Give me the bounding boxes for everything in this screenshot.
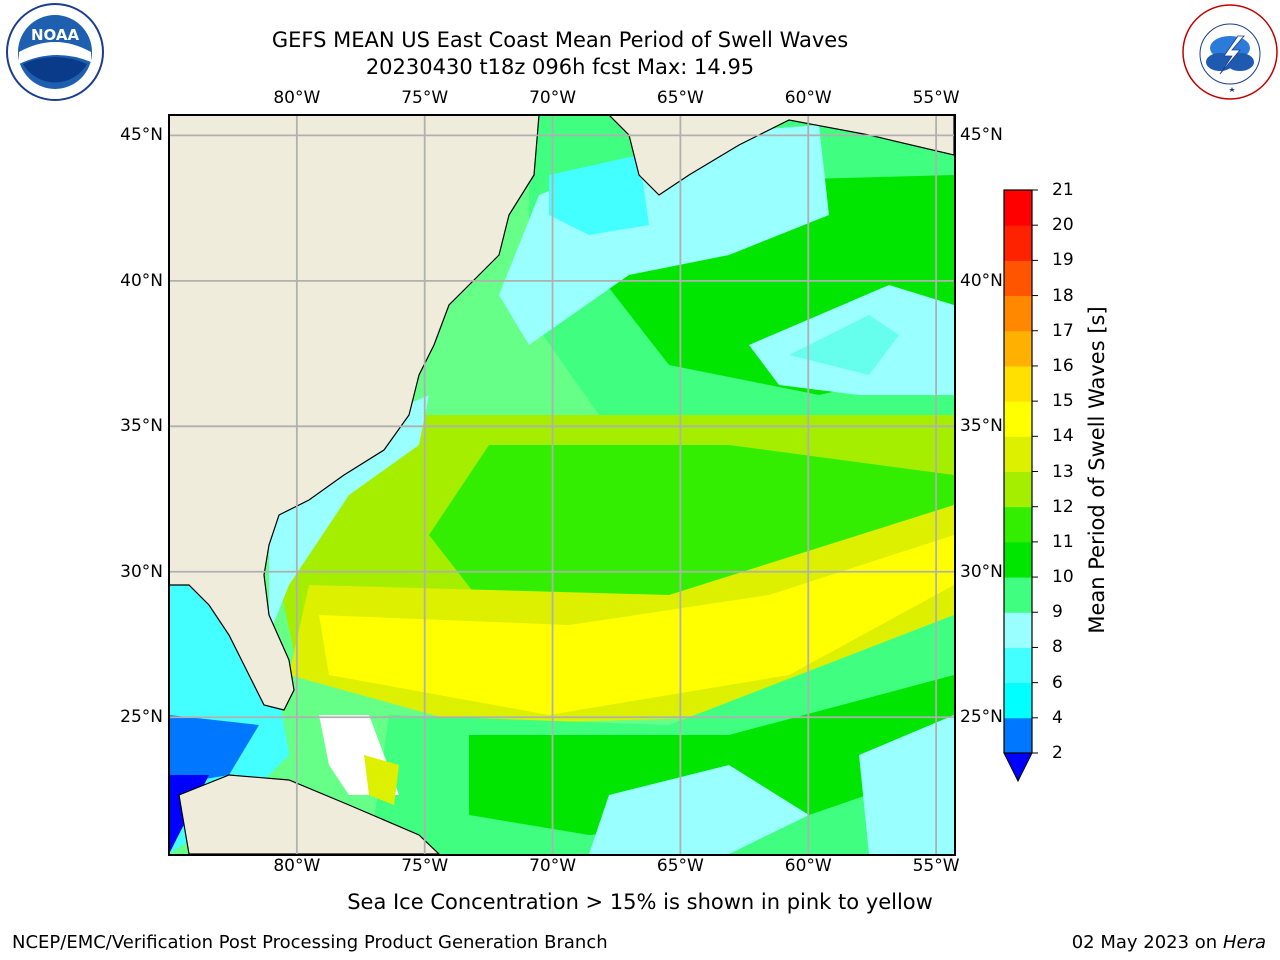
- credit-date: 02 May 2023 on Hera: [1072, 932, 1266, 953]
- colorbar-tick-label: 9: [1052, 602, 1063, 623]
- colorbar-tick-label: 10: [1052, 567, 1074, 588]
- colorbar: [1003, 189, 1038, 783]
- svg-text:NOAA: NOAA: [31, 26, 80, 44]
- colorbar-band: [1004, 260, 1032, 297]
- colorbar-band: [1004, 365, 1032, 402]
- colorbar-band: [1004, 717, 1032, 754]
- colorbar-band: [1004, 401, 1032, 437]
- colorbar-tick-label: 18: [1052, 285, 1074, 306]
- lat-label-right: 40°N: [960, 270, 1003, 291]
- lon-label-bottom: 65°W: [656, 856, 704, 876]
- lon-label-bottom: 70°W: [529, 856, 577, 876]
- lat-label-right: 30°N: [960, 561, 1003, 582]
- colorbar-tick-label: 17: [1052, 320, 1074, 341]
- colorbar-band: [1004, 295, 1032, 332]
- noaa-logo: NOAA: [6, 3, 104, 101]
- lon-label-top: 65°W: [656, 88, 704, 108]
- lat-label-right: 45°N: [960, 125, 1003, 146]
- lon-label-top: 70°W: [529, 88, 577, 108]
- lon-label-top: 55°W: [912, 88, 960, 108]
- lat-label-right: 35°N: [960, 416, 1003, 437]
- swell-period-field: [169, 115, 954, 854]
- colorbar-tick-label: 11: [1052, 531, 1074, 552]
- colorbar-band: [1004, 682, 1032, 719]
- lon-label-top: 75°W: [401, 88, 449, 108]
- nws-logo: [1182, 4, 1278, 100]
- colorbar-band: [1004, 471, 1032, 508]
- colorbar-tick-label: 15: [1052, 391, 1074, 412]
- lon-label-bottom: 55°W: [912, 856, 960, 876]
- colorbar-tick-label: 16: [1052, 355, 1074, 376]
- colorbar-band: [1004, 541, 1032, 578]
- graticule: [169, 115, 954, 854]
- colorbar-band: [1004, 330, 1032, 367]
- colorbar-under-arrow: [1003, 752, 1033, 783]
- lon-label-top: 60°W: [784, 88, 832, 108]
- lat-label-left: 25°N: [120, 707, 163, 728]
- lat-label-left: 30°N: [120, 561, 163, 582]
- credit-machine: Hera: [1222, 932, 1266, 953]
- colorbar-tick-label: 21: [1052, 180, 1074, 200]
- lat-label-right: 25°N: [960, 707, 1003, 728]
- chart-subtitle: 20230430 t18z 096h fcst Max: 14.95: [365, 55, 755, 79]
- colorbar-band: [1004, 436, 1032, 472]
- colorbar-tick-label: 19: [1052, 250, 1074, 271]
- lon-label-bottom: 80°W: [273, 856, 321, 876]
- swell-contours: [169, 115, 954, 854]
- colorbar-tick-label: 14: [1052, 426, 1074, 447]
- colorbar-tick-label: 8: [1052, 637, 1063, 658]
- chart-title: GEFS MEAN US East Coast Mean Period of S…: [271, 28, 849, 52]
- colorbar-band: [1004, 577, 1032, 613]
- colorbar-band: [1004, 647, 1032, 684]
- colorbar-band: [1004, 225, 1032, 261]
- credit-branch: NCEP/EMC/Verification Post Processing Pr…: [12, 932, 608, 953]
- colorbar-tick-label: 13: [1052, 461, 1074, 482]
- colorbar-tick-label: 20: [1052, 215, 1074, 236]
- lon-label-bottom: 75°W: [401, 856, 449, 876]
- colorbar-title: Mean Period of Swell Waves [s]: [1085, 306, 1109, 634]
- lat-label-left: 35°N: [120, 416, 163, 437]
- lat-label-left: 40°N: [120, 270, 163, 291]
- map-panel: [169, 115, 954, 854]
- lon-label-top: 80°W: [273, 88, 321, 108]
- sea-ice-note: Sea Ice Concentration > 15% is shown in …: [347, 890, 933, 914]
- lon-label-bottom: 60°W: [784, 856, 832, 876]
- colorbar-band: [1004, 612, 1032, 648]
- colorbar-tick-label: 6: [1052, 672, 1063, 693]
- colorbar-band: [1004, 190, 1032, 226]
- credit-date-text: 02 May 2023 on: [1071, 932, 1218, 953]
- colorbar-tick-label: 4: [1052, 707, 1063, 728]
- lat-label-left: 45°N: [120, 125, 163, 146]
- colorbar-tick-label: 12: [1052, 496, 1074, 517]
- colorbar-tick-label: 2: [1052, 743, 1063, 763]
- colorbar-band: [1004, 506, 1032, 543]
